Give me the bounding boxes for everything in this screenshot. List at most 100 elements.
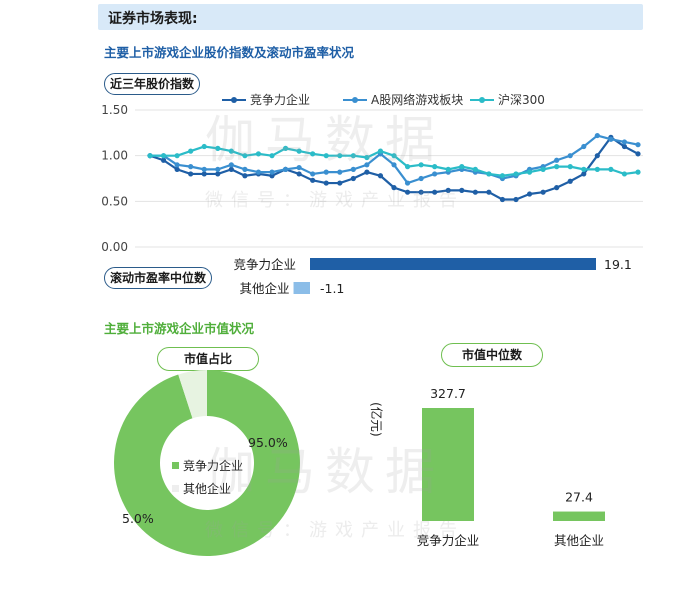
data-point <box>323 180 329 186</box>
mcap-bar <box>553 511 605 521</box>
data-point <box>255 169 262 175</box>
data-point <box>147 153 153 159</box>
data-point <box>513 196 519 203</box>
mcap-share-label-box: 市值占比 <box>157 347 259 371</box>
data-point <box>554 164 560 170</box>
data-point <box>174 162 180 168</box>
mcap-y-axis-label: (亿元) <box>369 402 384 437</box>
data-point <box>418 175 424 182</box>
data-point <box>432 164 438 170</box>
donut-value-label: 95.0% <box>248 435 288 450</box>
pe-label-box: 滚动市盈率中位数 <box>104 267 212 289</box>
data-point <box>228 162 234 168</box>
stock-index-chart: 0.00 0.50 1.00 1.50 竞争力企业 A股网络游戏板块 沪深300 竞争力企… <box>101 92 643 296</box>
mcap-category-label: 其他企业 <box>554 533 604 548</box>
watermark-bottom: 伽马数据 <box>205 443 445 501</box>
y-tick-label: 0.00 <box>101 240 128 254</box>
data-point <box>554 157 560 163</box>
stock-chart-subtitle: 主要上市游戏企业股价指数及滚动市盈率状况 <box>104 45 355 60</box>
line-chart-y-ticks: 0.00 0.50 1.00 1.50 <box>101 103 128 254</box>
stock-index-label-box: 近三年股价指数 <box>104 73 200 95</box>
data-point <box>594 166 600 172</box>
data-point <box>310 171 316 177</box>
legend-marker <box>231 97 237 103</box>
data-point <box>391 153 397 159</box>
data-point <box>174 166 180 172</box>
pe-bar <box>293 282 310 294</box>
y-tick-label: 1.50 <box>101 103 128 117</box>
data-point <box>499 173 506 179</box>
legend-label: 竞争力企业 <box>250 92 310 107</box>
data-point <box>621 143 628 150</box>
data-point <box>418 162 424 168</box>
data-point <box>242 153 248 159</box>
data-point <box>364 154 370 161</box>
data-point <box>621 171 628 177</box>
data-point <box>459 164 465 170</box>
data-point <box>404 164 411 170</box>
data-point <box>567 153 573 159</box>
data-point <box>160 157 167 163</box>
data-point <box>255 151 262 157</box>
data-point <box>160 153 167 159</box>
pe-value-label: 19.1 <box>604 257 632 272</box>
data-point <box>364 169 370 175</box>
mcap-value-label: 327.7 <box>430 386 466 401</box>
line-chart-grid <box>135 109 643 248</box>
legend-label: 沪深300 <box>498 93 545 107</box>
donut-legend-marker <box>172 485 179 492</box>
data-point <box>445 166 451 172</box>
data-point <box>418 189 424 195</box>
data-point <box>201 166 207 172</box>
data-point <box>282 166 289 172</box>
data-point <box>513 171 519 177</box>
donut-legend-label: 其他企业 <box>183 481 231 496</box>
data-point <box>350 153 356 159</box>
data-point <box>459 187 465 193</box>
data-point <box>364 162 370 168</box>
data-point <box>432 189 438 195</box>
data-point <box>269 153 275 159</box>
donut-legend-label: 竞争力企业 <box>183 458 243 473</box>
data-point <box>404 180 411 186</box>
watermark-bottom-sub: 微信号：游戏产业报告 <box>205 520 465 541</box>
data-point <box>215 171 221 177</box>
data-point <box>228 148 234 154</box>
data-point <box>621 139 628 145</box>
donut-slice <box>113 370 300 556</box>
section-title: 证券市场表现: <box>108 11 198 27</box>
mcap-value-label: 27.4 <box>565 490 593 505</box>
data-point <box>242 166 248 172</box>
data-point <box>404 189 411 195</box>
data-point <box>581 171 587 177</box>
data-point <box>581 143 587 150</box>
data-point <box>635 169 641 175</box>
data-point <box>499 196 506 203</box>
pe-category-label: 其他企业 <box>240 281 290 296</box>
pe-bar-chart: 竞争力企业 19.1 其他企业 -1.1 <box>233 257 631 296</box>
watermark-top-sub: 微信号：游戏产业报告 <box>205 190 465 211</box>
line-chart-series <box>147 132 641 203</box>
mcap-bar <box>422 408 474 521</box>
data-point <box>310 151 316 157</box>
data-point <box>635 142 641 148</box>
data-point <box>296 164 302 171</box>
section-header: 证券市场表现: <box>98 4 643 30</box>
data-point <box>472 189 478 195</box>
data-point <box>377 173 384 179</box>
pe-bar <box>310 258 596 270</box>
data-point <box>323 169 329 175</box>
legend-marker <box>479 97 485 103</box>
data-point <box>472 166 478 172</box>
data-point <box>201 171 207 177</box>
data-point <box>350 175 356 182</box>
watermark-top: 伽马数据 <box>205 111 445 169</box>
data-point <box>391 185 397 191</box>
data-point <box>296 171 302 177</box>
donut-legend-marker <box>172 462 179 469</box>
data-point <box>432 171 438 177</box>
data-point <box>242 173 248 179</box>
data-point <box>228 166 234 172</box>
